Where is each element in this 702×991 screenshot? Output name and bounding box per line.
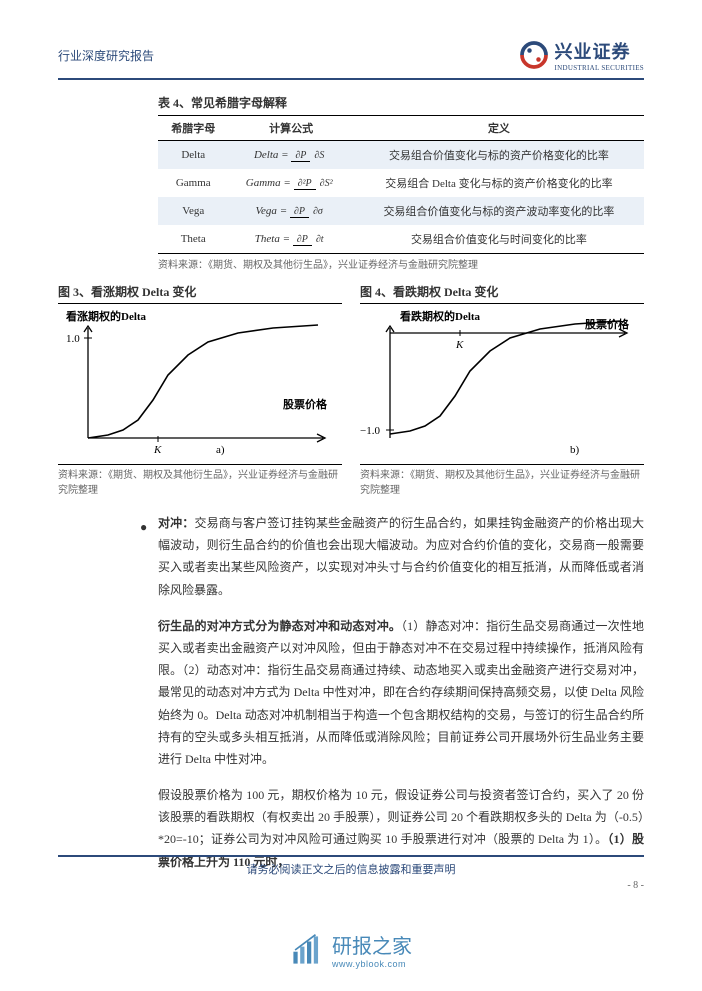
disclaimer: 请务必阅读正文之后的信息披露和重要声明 — [58, 861, 644, 877]
chart4-ylabel: 看跌期权的Delta — [400, 309, 481, 323]
chart4: 图 4、看跌期权 Delta 变化 看跌期权的Delta −1.0 K — [360, 283, 644, 498]
watermark-icon — [290, 933, 324, 967]
table-row: Theta Theta = ∂P∂t 交易组合价值变化与时间变化的比率 — [158, 225, 644, 254]
report-type: 行业深度研究报告 — [58, 47, 154, 64]
table-col-formula: 计算公式 — [228, 116, 353, 141]
para3-text: 假设股票价格为 100 元，期权价格为 10 元，假设证券公司与投资者签订合约，… — [158, 788, 644, 846]
company-name-en: INDUSTRIAL SECURITIES — [555, 64, 644, 72]
chart3-ytick: 1.0 — [66, 333, 80, 345]
charts-row: 图 3、看涨期权 Delta 变化 看涨期权的Delta 1.0 K — [58, 283, 644, 498]
watermark: 研报之家 www.yblook.com — [290, 930, 412, 969]
chart3-svg: 看涨期权的Delta 1.0 K 股票价格 a) — [58, 308, 338, 458]
chart3-title: 图 3、看涨期权 Delta 变化 — [58, 283, 342, 304]
chart3-sublabel: a) — [216, 444, 225, 456]
table-row: Gamma Gamma = ∂²P∂S² 交易组合 Delta 变化与标的资产价… — [158, 169, 644, 197]
chart4-svg: 看跌期权的Delta −1.0 K 股票价格 b) — [360, 308, 640, 458]
hedge-label: 对冲： — [158, 516, 194, 530]
para2-text: （1）静态对冲：指衍生品交易商通过一次性地买入或者卖出金融资产以对冲风险，但由于… — [158, 619, 644, 766]
table4-section: 表 4、常见希腊字母解释 希腊字母 计算公式 定义 Delta Delta = … — [158, 94, 644, 271]
chart4-xlabel: 股票价格 — [585, 317, 630, 331]
chart4-ytick: −1.0 — [360, 425, 380, 437]
greek-table: 希腊字母 计算公式 定义 Delta Delta = ∂P∂S 交易组合价值变化… — [158, 115, 644, 254]
company-logo-block: 兴业证券 INDUSTRIAL SECURITIES — [519, 38, 644, 72]
chart4-title: 图 4、看跌期权 Delta 变化 — [360, 283, 644, 304]
para-hedge-methods: 衍生品的对冲方式分为静态对冲和动态对冲。（1）静态对冲：指衍生品交易商通过一次性… — [158, 615, 644, 770]
para1-text: 交易商与客户签订挂钩某些金融资产的衍生品合约，如果挂钩金融资产的价格出现大幅波动… — [158, 516, 644, 597]
table-col-def: 定义 — [354, 116, 644, 141]
chart3: 图 3、看涨期权 Delta 变化 看涨期权的Delta 1.0 K — [58, 283, 342, 498]
table4-source: 资料来源：《期货、期权及其他衍生品》，兴业证券经济与金融研究院整理 — [158, 256, 644, 271]
watermark-en: www.yblook.com — [332, 959, 412, 969]
chart3-ylabel: 看涨期权的Delta — [66, 309, 147, 323]
para-hedge: ● 对冲：交易商与客户签订挂钩某些金融资产的衍生品合约，如果挂钩金融资产的价格出… — [158, 512, 644, 601]
chart3-k-label: K — [153, 444, 162, 456]
table-col-greek: 希腊字母 — [158, 116, 228, 141]
watermark-cn: 研报之家 — [332, 930, 412, 959]
para2-bold: 衍生品的对冲方式分为静态对冲和动态对冲。 — [158, 619, 401, 633]
page-footer: 请务必阅读正文之后的信息披露和重要声明 - 8 - — [58, 855, 644, 891]
page-header: 行业深度研究报告 兴业证券 INDUSTRIAL SECURITIES — [58, 38, 644, 80]
table4-title: 表 4、常见希腊字母解释 — [158, 94, 644, 111]
page-number: - 8 - — [58, 880, 644, 891]
company-name-cn: 兴业证券 — [555, 38, 644, 64]
chart4-source: 资料来源：《期货、期权及其他衍生品》，兴业证券经济与金融研究院整理 — [360, 464, 644, 498]
chart3-source: 资料来源：《期货、期权及其他衍生品》，兴业证券经济与金融研究院整理 — [58, 464, 342, 498]
body-content: ● 对冲：交易商与客户签订挂钩某些金融资产的衍生品合约，如果挂钩金融资产的价格出… — [158, 512, 644, 873]
bullet-icon: ● — [140, 516, 147, 538]
chart4-sublabel: b) — [570, 444, 580, 456]
chart3-xlabel: 股票价格 — [283, 397, 328, 411]
chart4-k-label: K — [455, 339, 464, 351]
company-logo-icon — [519, 40, 549, 70]
table-row: Delta Delta = ∂P∂S 交易组合价值变化与标的资产价格变化的比率 — [158, 141, 644, 170]
table-row: Vega Vega = ∂P∂σ 交易组合价值变化与标的资产波动率变化的比率 — [158, 197, 644, 225]
